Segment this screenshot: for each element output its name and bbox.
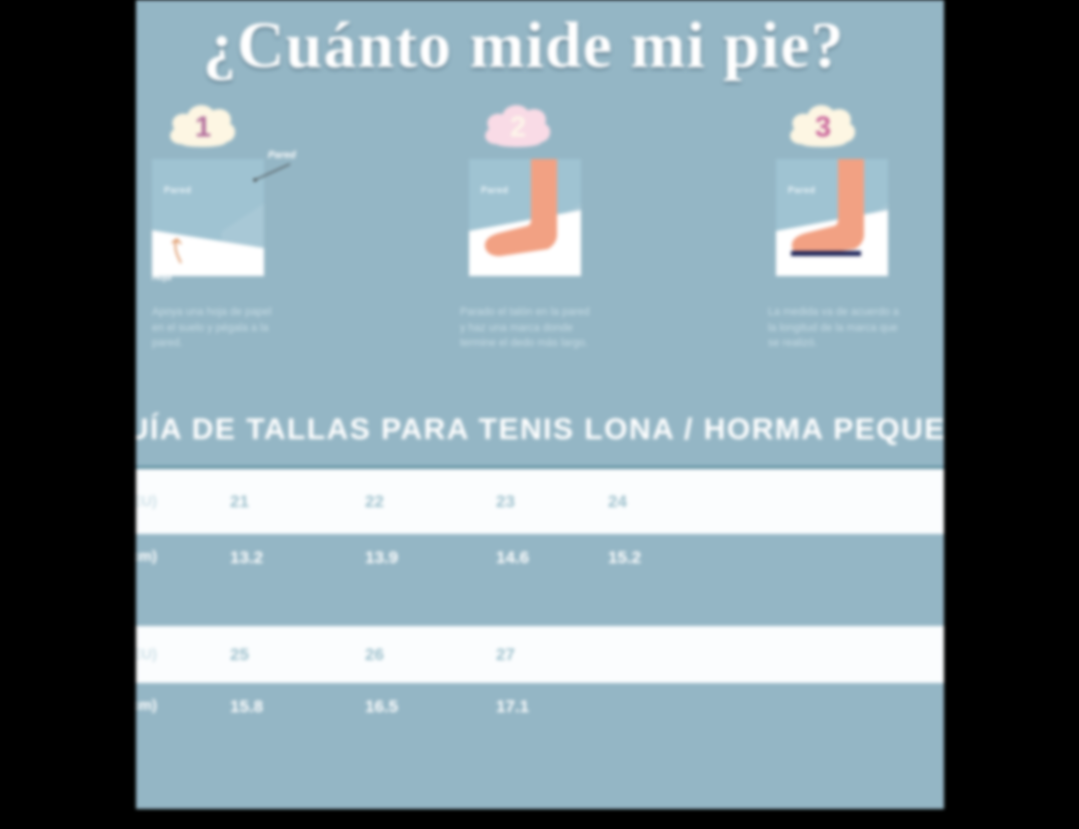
svg-text:3: 3	[815, 112, 831, 144]
svg-text:1: 1	[195, 112, 211, 144]
svg-text:2: 2	[510, 112, 526, 144]
